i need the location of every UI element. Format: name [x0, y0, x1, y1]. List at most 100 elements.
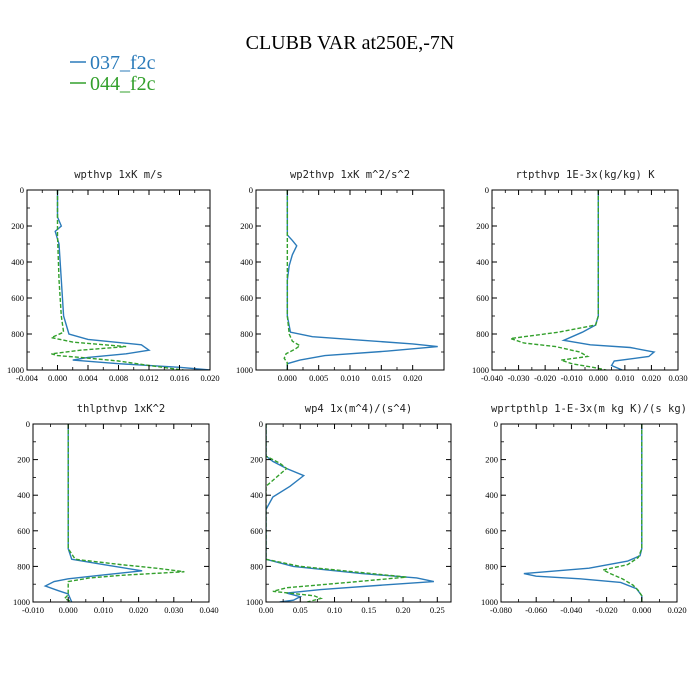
x-tick-label: 0.000	[589, 373, 608, 383]
y-tick-label: 0	[249, 185, 253, 195]
panel-rtpthvp: rtpthvp 1E-3x(kg/kg) K02004006008001000-…	[472, 169, 688, 383]
figure-title: CLUBB VAR at250E,-7N	[246, 32, 455, 54]
series-line-thlpthvp-044_f2c	[63, 424, 185, 602]
series-line-rtpthvp-044_f2c	[510, 190, 607, 370]
y-tick-label: 800	[17, 561, 30, 571]
x-tick-label: 0.20	[396, 605, 411, 615]
x-tick-label: -0.040	[560, 605, 582, 615]
legend-label-044: 044_f2c	[90, 73, 156, 95]
plot-frame-rtpthvp	[491, 189, 679, 371]
panel-title-wpthvp: wpthvp 1xK m/s	[74, 169, 163, 181]
y-tick-label: 400	[11, 257, 24, 267]
y-tick-label: 0	[494, 419, 498, 429]
x-tick-label: -0.080	[490, 605, 512, 615]
panel-wpthvp: wpthvp 1xK m/s 0 200 400 600 800 1000-0.004 0.0…	[7, 169, 220, 383]
x-tick-label: 0.012	[139, 373, 158, 383]
x-tick-label: 0.008	[109, 373, 128, 383]
y-tick-label: 0	[259, 419, 263, 429]
panel-thlpthvp: thlpthvp 1xK^2 0 200 400 600 800 1000-0.010 0.0…	[13, 403, 219, 615]
x-tick-label: 0.000	[278, 373, 297, 383]
y-tick-label: 400	[476, 257, 489, 267]
y-tick-label: 1000	[472, 365, 489, 375]
x-tick-label: -0.010	[22, 605, 44, 615]
x-tick-label: 0.000	[59, 605, 78, 615]
series-line-wp4-044_f2c	[266, 424, 407, 602]
panel-title-wprtpthlp: wprtpthlp 1-E-3x(m kg K)/(s kg)	[491, 403, 687, 415]
series-line-wpthvp-044_f2c	[49, 190, 184, 370]
x-tick-label: 0.15	[361, 605, 376, 615]
legend: 037_f2c 044_f2c	[70, 52, 156, 95]
y-tick-label: 400	[17, 490, 30, 500]
x-tick-label: -0.040	[481, 373, 503, 383]
x-tick-label: 0.020	[642, 373, 661, 383]
x-tick-label: 0.004	[78, 373, 98, 383]
x-tick-label: 0.020	[403, 373, 422, 383]
panel-title-rtpthvp: rtpthvp 1E-3x(kg/kg) K	[515, 169, 655, 181]
panel-wp2thvp: wp2thvp 1xK m^2/s^2 0 200 400 600 800 1000 0.00…	[236, 169, 445, 383]
y-tick-label: 400	[250, 490, 263, 500]
x-tick-label: 0.000	[632, 605, 651, 615]
y-tick-label: 600	[485, 526, 498, 536]
plot-frame-wp4	[265, 423, 452, 603]
series-line-rtpthvp-037_f2c	[561, 190, 656, 370]
panel-title-wp4: wp4 1x(m^4)/(s^4)	[305, 403, 412, 415]
x-tick-label: 0.000	[48, 373, 67, 383]
y-tick-label: 800	[250, 561, 263, 571]
y-tick-label: 600	[250, 526, 263, 536]
plot-frame-thlpthvp	[32, 423, 210, 603]
y-tick-label: 200	[485, 455, 498, 465]
y-tick-label: 0	[485, 185, 489, 195]
x-tick-label: 0.005	[309, 373, 328, 383]
y-tick-label: 400	[485, 490, 498, 500]
y-tick-label: 0	[26, 419, 30, 429]
y-tick-label: 400	[240, 257, 253, 267]
series-line-wp2thvp-044_f2c	[283, 190, 302, 370]
y-tick-label: 1000	[236, 365, 253, 375]
x-tick-label: 0.030	[668, 373, 687, 383]
legend-label-037: 037_f2c	[90, 52, 156, 74]
x-tick-label: 0.015	[372, 373, 391, 383]
x-tick-label: 0.020	[200, 373, 219, 383]
x-tick-label: -0.004	[16, 373, 39, 383]
series-line-wprtpthlp-044_f2c	[601, 424, 643, 602]
panel-title-thlpthvp: thlpthvp 1xK^2	[77, 403, 166, 415]
x-tick-label: 0.020	[129, 605, 148, 615]
x-tick-label: 0.10	[327, 605, 342, 615]
y-tick-label: 1000	[246, 597, 263, 607]
y-tick-label: 800	[240, 329, 253, 339]
y-tick-label: 200	[476, 221, 489, 231]
x-tick-label: 0.040	[199, 605, 218, 615]
x-tick-label: 0.010	[340, 373, 359, 383]
x-tick-label: -0.010	[561, 373, 583, 383]
x-tick-label: 0.05	[293, 605, 308, 615]
y-tick-label: 600	[17, 526, 30, 536]
y-tick-label: 200	[11, 221, 24, 231]
x-tick-label: 0.020	[667, 605, 686, 615]
panel-title-wp2thvp: wp2thvp 1xK m^2/s^2	[290, 169, 410, 181]
y-tick-label: 800	[11, 329, 24, 339]
series-line-wp4-037_f2c	[266, 424, 435, 602]
x-tick-label: -0.060	[525, 605, 547, 615]
y-tick-label: 200	[240, 221, 253, 231]
x-tick-label: -0.020	[596, 605, 618, 615]
y-tick-label: 0	[20, 185, 24, 195]
panel-wprtpthlp: wprtpthlp 1-E-3x(m kg K)/(s kg) 0 200 400 60…	[481, 403, 687, 615]
x-tick-label: 0.010	[94, 605, 113, 615]
y-tick-label: 800	[485, 561, 498, 571]
x-tick-label: 0.030	[164, 605, 183, 615]
series-line-thlpthvp-037_f2c	[43, 424, 143, 602]
plot-frame-wp2thvp	[255, 189, 445, 371]
series-line-wp2thvp-037_f2c	[286, 190, 438, 370]
y-tick-label: 1000	[7, 365, 24, 375]
y-tick-label: 200	[17, 455, 30, 465]
x-tick-label: 0.016	[170, 373, 189, 383]
y-tick-label: 600	[240, 293, 253, 303]
y-tick-label: 1000	[13, 597, 30, 607]
x-tick-label: 0.010	[615, 373, 634, 383]
x-tick-label: 0.00	[259, 605, 274, 615]
y-tick-label: 800	[476, 329, 489, 339]
x-tick-label: 0.25	[430, 605, 445, 615]
